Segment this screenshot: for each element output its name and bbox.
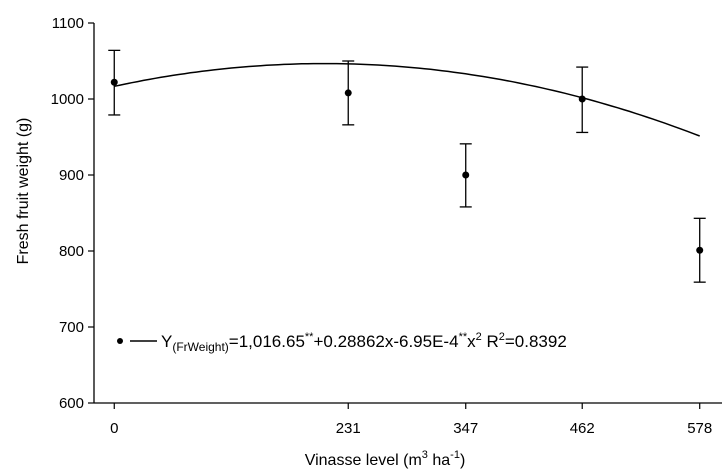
y-tick-label: 1100: [52, 15, 84, 32]
legend-sup-d: 2: [499, 331, 505, 343]
y-tick-label: 600: [59, 395, 84, 412]
data-point: [696, 246, 704, 254]
data-point: [110, 78, 118, 86]
x-ticks: 0 231 347 462 578: [110, 403, 712, 437]
legend-marker: [117, 338, 123, 344]
y-tick-label: 800: [59, 243, 84, 260]
legend-y: Y: [161, 332, 172, 351]
y-tick-label: 1000: [51, 91, 84, 108]
legend-sup-b: **: [459, 331, 468, 343]
legend-equation: Y(FrWeight)=1,016.65**+0.28862x-6.95E-4*…: [161, 331, 567, 354]
x-axis-title-main: Vinasse level (m: [305, 452, 422, 469]
x-axis-title-sup2: -1: [450, 449, 460, 461]
data-point: [462, 171, 470, 179]
x-tick-label: 578: [687, 420, 712, 437]
plot-area: 600 700 800 900 1000 1100 0 231 347 462 578: [51, 15, 722, 437]
fit-curve: [114, 62, 700, 137]
legend-sup-c: 2: [476, 331, 482, 343]
x-tick-label: 0: [110, 420, 118, 437]
legend-eq-part3: x: [467, 332, 476, 351]
x-tick-label: 462: [570, 420, 595, 437]
x-tick-label: 231: [336, 420, 361, 437]
legend-sup-a: **: [305, 331, 314, 343]
legend-eq-part2: +0.28862x-6.95E-4: [313, 332, 458, 351]
x-tick-label: 347: [453, 420, 478, 437]
legend-y-sub: (FrWeight): [172, 340, 228, 354]
legend: Y(FrWeight)=1,016.65**+0.28862x-6.95E-4*…: [117, 331, 567, 354]
legend-eq-part1: =1,016.65: [229, 332, 305, 351]
y-ticks: 600 700 800 900 1000 1100: [51, 15, 94, 412]
y-tick-label: 700: [59, 319, 84, 336]
x-axis-title-sup1: 3: [422, 449, 428, 461]
data-point: [344, 89, 352, 97]
x-axis-title-mid: ha: [428, 452, 450, 469]
legend-eq-part5: =0.8392: [505, 332, 567, 351]
legend-eq-part4: R: [482, 332, 499, 351]
x-axis-title-end: ): [460, 452, 465, 469]
data-point: [578, 95, 586, 103]
x-axis-title: Vinasse level (m3 ha-1): [305, 449, 466, 469]
y-axis-title: Fresh fruit weight (g): [15, 118, 32, 265]
y-tick-label: 900: [59, 167, 84, 184]
data-points: [108, 49, 706, 283]
